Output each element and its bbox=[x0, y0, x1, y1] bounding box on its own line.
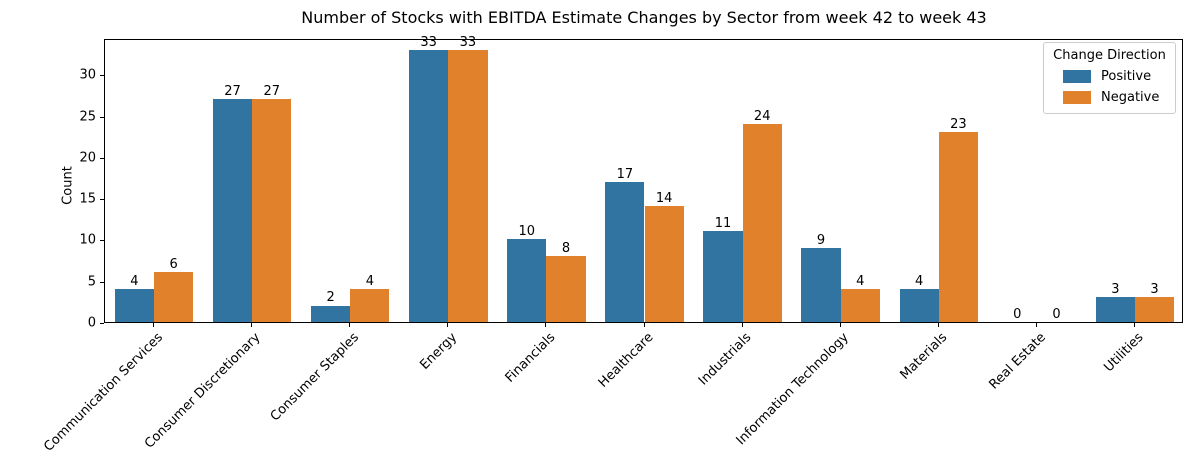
bar-negative bbox=[644, 206, 684, 322]
bar-value-label: 33 bbox=[459, 34, 477, 50]
x-tick-label: Information Technology bbox=[734, 330, 853, 449]
y-tick-label: 0 bbox=[87, 315, 96, 331]
y-tick-label: 25 bbox=[79, 109, 96, 125]
bar-value-label: 0 bbox=[1013, 307, 1022, 322]
y-tick-label: 20 bbox=[79, 150, 96, 166]
bar-positive bbox=[507, 239, 547, 322]
bar-value-label: 27 bbox=[224, 84, 241, 100]
y-tick-mark bbox=[100, 323, 104, 324]
bar-negative bbox=[742, 123, 782, 322]
x-tick-label: Industrials bbox=[695, 330, 755, 389]
x-tick-mark bbox=[741, 323, 743, 327]
y-tick-mark bbox=[100, 240, 104, 242]
x-tick-mark bbox=[545, 323, 547, 327]
x-tick-mark bbox=[1035, 323, 1037, 327]
y-tick-mark bbox=[100, 75, 104, 77]
bar-positive bbox=[801, 247, 841, 322]
bar-negative bbox=[448, 49, 488, 322]
bar-negative bbox=[546, 255, 586, 322]
plot-area: 4 6 27 27 2 4 33 33 10 8 17 14 11 24 9 4 4 23 0 0 3 3 bbox=[104, 35, 1183, 323]
x-tick-label: Real Estate bbox=[986, 330, 1049, 393]
bar-value-label: 4 bbox=[856, 273, 865, 289]
bar-positive bbox=[212, 99, 253, 322]
bar-positive bbox=[409, 49, 449, 322]
bar-positive bbox=[703, 231, 743, 322]
legend-swatch-negative-icon bbox=[1063, 91, 1091, 104]
x-tick-mark bbox=[349, 323, 351, 327]
bar-negative bbox=[938, 132, 978, 322]
bar-value-label: 0 bbox=[1052, 307, 1061, 322]
x-tick-label: Consumer Discretionary bbox=[142, 330, 264, 452]
bar-value-label: 3 bbox=[1111, 282, 1120, 298]
x-tick-label: Materials bbox=[897, 330, 951, 383]
legend-title: Change Direction bbox=[1053, 48, 1166, 63]
x-tick-label: Financials bbox=[502, 330, 559, 386]
bar-value-label: 33 bbox=[420, 34, 437, 50]
legend-swatch-positive-icon bbox=[1063, 70, 1091, 83]
bar-value-label: 27 bbox=[263, 84, 281, 100]
x-tick-mark bbox=[643, 323, 645, 327]
chart-title: Number of Stocks with EBITDA Estimate Ch… bbox=[301, 8, 987, 27]
bar-positive bbox=[1095, 297, 1135, 322]
bar-positive bbox=[114, 288, 155, 322]
bar-negative bbox=[154, 272, 194, 322]
x-tick-label: Consumer Staples bbox=[267, 330, 362, 425]
bar-value-label: 6 bbox=[169, 257, 178, 273]
bar-value-label: 24 bbox=[753, 108, 771, 124]
x-tick-label: Utilities bbox=[1101, 330, 1147, 376]
y-tick-label: 5 bbox=[87, 274, 96, 290]
bar-value-label: 8 bbox=[561, 240, 571, 256]
legend: Change Direction Positive Negative bbox=[1043, 42, 1176, 114]
bar-value-label: 4 bbox=[915, 273, 924, 289]
legend-entry-positive: Positive bbox=[1063, 69, 1168, 84]
bar-value-label: 23 bbox=[950, 117, 967, 133]
legend-entry-label: Negative bbox=[1101, 90, 1160, 105]
y-tick-mark bbox=[100, 116, 104, 118]
x-tick-mark bbox=[937, 323, 939, 327]
y-tick-label: 30 bbox=[79, 67, 96, 83]
bar-value-label: 10 bbox=[518, 224, 536, 240]
bar-negative bbox=[350, 288, 390, 322]
y-tick-mark bbox=[100, 199, 104, 201]
legend-entry-label: Positive bbox=[1101, 69, 1152, 84]
legend-entry-negative: Negative bbox=[1063, 90, 1168, 105]
bar-negative bbox=[1134, 297, 1175, 322]
bar-value-label: 3 bbox=[1150, 282, 1159, 298]
x-tick-mark bbox=[251, 323, 253, 327]
bar-positive bbox=[310, 305, 351, 322]
bar-negative bbox=[840, 288, 880, 322]
y-tick-mark bbox=[100, 281, 104, 283]
bar-value-label: 4 bbox=[365, 273, 374, 289]
x-tick-mark bbox=[839, 323, 841, 327]
x-tick-label: Healthcare bbox=[595, 330, 657, 391]
x-tick-mark bbox=[153, 323, 155, 327]
bar-value-label: 9 bbox=[816, 232, 826, 248]
y-tick-mark bbox=[100, 157, 104, 159]
bar-value-label: 11 bbox=[714, 216, 732, 232]
bar-value-label: 14 bbox=[655, 191, 673, 207]
bar-positive bbox=[899, 288, 939, 322]
bar-value-label: 4 bbox=[130, 273, 139, 289]
bar-value-label: 2 bbox=[326, 290, 335, 306]
bar-negative bbox=[252, 99, 292, 322]
x-tick-label: Energy bbox=[417, 330, 460, 373]
y-tick-label: 10 bbox=[79, 232, 96, 248]
y-tick-label: 15 bbox=[79, 191, 96, 207]
bar-value-label: 17 bbox=[616, 166, 634, 182]
x-tick-mark bbox=[447, 323, 449, 327]
x-tick-mark bbox=[1133, 323, 1135, 327]
bar-positive bbox=[605, 181, 645, 322]
